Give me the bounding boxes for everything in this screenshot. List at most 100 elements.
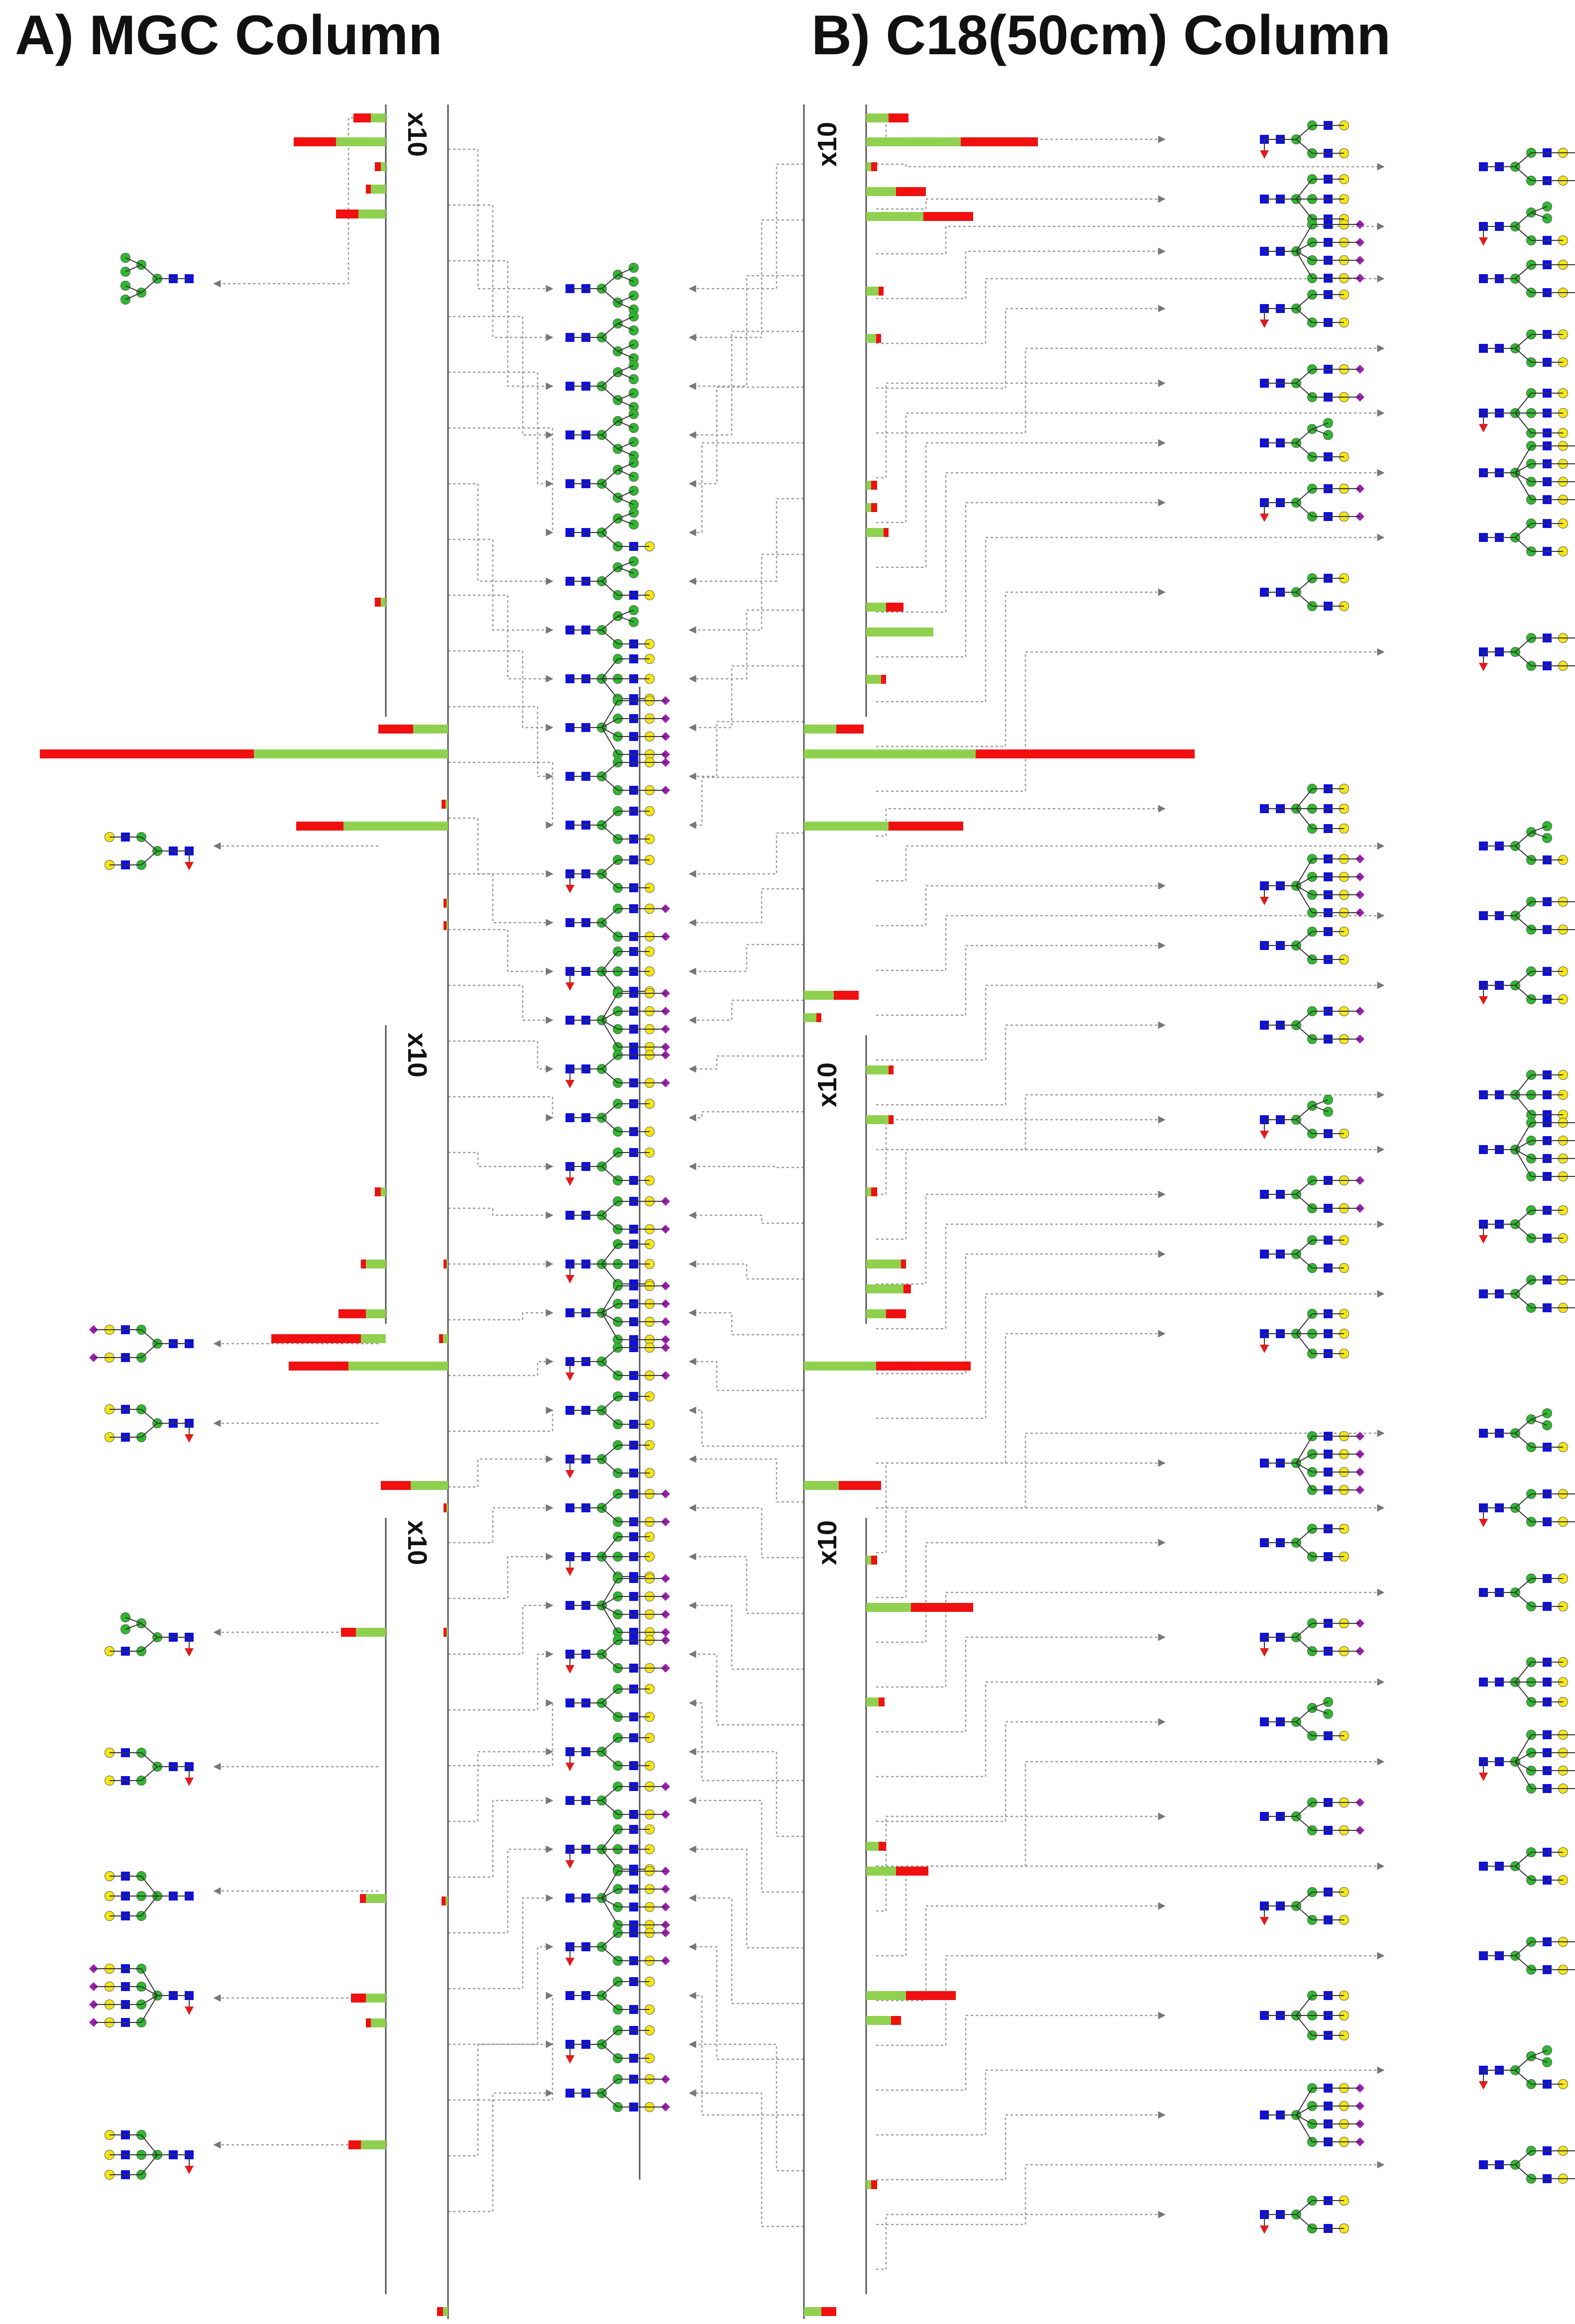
connector-line <box>448 1455 554 1488</box>
glycan-structure <box>1260 219 1364 283</box>
glycan-bond <box>1312 1099 1329 1106</box>
connector-line <box>876 344 1385 434</box>
glycan-bond <box>601 469 618 484</box>
red-triangle-icon <box>565 982 574 991</box>
glycan-bond <box>601 700 618 728</box>
glycan-bond <box>1296 788 1313 809</box>
glycan-bond <box>601 1605 618 1633</box>
glycan-structure <box>1260 1524 1349 1562</box>
glycan-bond <box>1515 1149 1532 1177</box>
bar-green-segment <box>866 1556 871 1565</box>
glycan-bond <box>601 1507 618 1522</box>
glycan-bond <box>141 1986 158 1996</box>
glycan-bond <box>1296 1816 1313 1831</box>
glycan-bond <box>617 302 634 310</box>
glycan-bond <box>617 469 634 477</box>
bar-green-segment <box>356 1628 386 1637</box>
red-triangle-icon <box>565 1373 574 1381</box>
red-triangle-icon <box>185 2166 194 2174</box>
connector-line <box>688 219 804 341</box>
glycan-bond <box>1531 212 1548 219</box>
glycan-bond <box>1296 2214 1313 2229</box>
glycan-bond <box>1296 1119 1313 1134</box>
glycan-bond <box>601 1303 618 1313</box>
bar-green-segment <box>866 334 876 343</box>
bar-red-segment <box>871 503 877 512</box>
connector-line <box>876 1330 1166 1464</box>
bar-red-segment <box>444 1628 447 1637</box>
connector-line <box>876 912 1385 971</box>
glycan-bond <box>1515 2056 1532 2071</box>
glycan-bond <box>1296 2114 1313 2124</box>
glycan-bond <box>601 727 618 755</box>
glycan-structure <box>565 1391 655 1429</box>
glycan-bond <box>617 490 634 498</box>
glycan-bond <box>1296 1463 1313 1490</box>
glycan-structure <box>1479 1408 1568 1452</box>
glycan-bond <box>1531 1413 1548 1420</box>
connector-line <box>688 2040 804 2172</box>
glycan-bond <box>1296 1905 1313 1920</box>
glycan-bond <box>601 971 618 992</box>
glycan-bond <box>617 365 634 373</box>
glycan-bond <box>1515 472 1532 500</box>
glycan-structure <box>565 1532 655 1582</box>
bar-red-segment <box>871 2180 877 2189</box>
glycan-bond <box>1296 1623 1313 1638</box>
connector-line <box>448 1894 554 1990</box>
connector-line <box>688 832 804 878</box>
connector-line <box>876 1146 1385 1240</box>
connector-line <box>876 1091 1385 1151</box>
glycan-bond <box>601 1654 618 1669</box>
glycan-structure <box>1260 1991 1349 2040</box>
bar-red-segment <box>881 675 886 684</box>
glycan-structure <box>1479 260 1575 298</box>
connector-line <box>448 929 554 975</box>
glycan-bond <box>1515 915 1532 930</box>
bar-green-segment <box>866 137 961 146</box>
glycan-bond <box>1515 2070 1532 2085</box>
bar-red-segment <box>886 1309 906 1318</box>
red-triangle-icon <box>1260 150 1269 159</box>
bar-red-segment <box>834 991 859 1000</box>
connector-line <box>448 1207 554 1219</box>
bar-red-segment <box>360 1894 366 1903</box>
bar-red-segment <box>911 1603 973 1612</box>
bar-green-segment <box>366 1260 386 1268</box>
glycan-bond <box>141 1876 158 1897</box>
connector-line <box>688 386 804 488</box>
connector-line <box>688 2089 804 2227</box>
panel-a-title: A) MGC Column <box>15 4 443 66</box>
glycan-bond <box>601 1103 618 1118</box>
connector-line <box>688 888 804 927</box>
glycan-bond <box>601 658 618 679</box>
connector-line <box>876 1952 1385 2046</box>
connector-line <box>688 1601 804 1670</box>
red-triangle-icon <box>1260 319 1269 328</box>
glycan-bond <box>1296 592 1313 607</box>
glycan-bond <box>601 1932 618 1947</box>
connector-line <box>688 776 804 829</box>
glycan-bond <box>617 616 634 623</box>
bar-green-segment <box>866 1065 889 1074</box>
connector-line <box>688 1553 804 1614</box>
glycan-bond <box>1515 1279 1532 1294</box>
bar-red-segment <box>896 187 926 196</box>
glycan-structure <box>1479 1574 1568 1611</box>
connector-line <box>688 1309 804 1336</box>
scale-label: x10 <box>402 112 432 157</box>
bar-red-segment <box>836 725 864 734</box>
glycan-bond <box>1515 2164 1532 2179</box>
bar-green-segment <box>381 162 386 171</box>
glycan-bond <box>1296 2114 1313 2142</box>
glycan-bond <box>601 1264 618 1284</box>
glycan-structure <box>565 1782 670 1819</box>
glycan-bond <box>601 1786 618 1801</box>
glycan-bond <box>1296 251 1313 279</box>
glycan-bond <box>601 372 618 387</box>
bar-red-segment <box>271 1334 361 1343</box>
glycan-bond <box>601 1946 618 1961</box>
bar-red-segment <box>871 1556 877 1565</box>
glycan-bond <box>1296 502 1313 517</box>
connector-line <box>688 330 804 439</box>
